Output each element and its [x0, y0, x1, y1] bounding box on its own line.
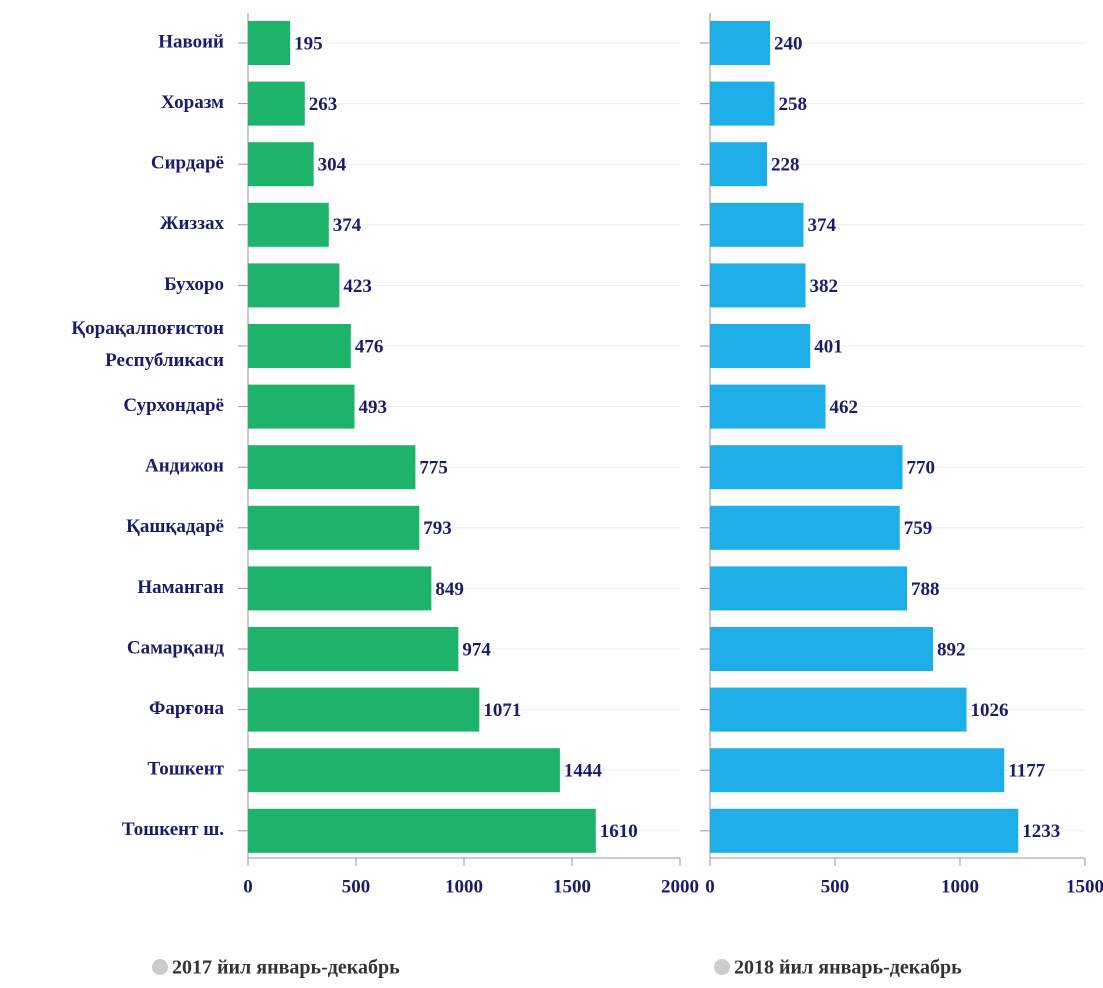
legend-marker — [714, 959, 730, 975]
category-label: Навоий — [158, 31, 224, 52]
category-label: Тошкент — [147, 759, 224, 780]
bar — [710, 566, 907, 611]
bar — [710, 505, 900, 550]
value-label: 1233 — [1022, 821, 1060, 842]
value-label: 974 — [462, 639, 491, 660]
bar — [710, 384, 826, 429]
value-label: 382 — [810, 276, 839, 297]
x-tick-label: 1500 — [1066, 876, 1103, 897]
category-label: Сирдарё — [151, 153, 224, 174]
bar — [248, 202, 329, 247]
category-label: Андижон — [145, 456, 224, 477]
bar — [710, 324, 811, 368]
value-label: 462 — [830, 397, 859, 418]
bar — [248, 627, 459, 671]
value-label: 304 — [318, 155, 347, 176]
value-label: 775 — [419, 458, 448, 479]
bar — [248, 384, 355, 429]
bar — [248, 808, 596, 853]
category-label: Қашқадарё — [126, 516, 224, 537]
x-tick-label: 0 — [705, 876, 715, 897]
bar — [248, 687, 480, 732]
bar — [710, 748, 1005, 793]
bar — [710, 627, 933, 671]
category-label: Жиззах — [160, 213, 225, 234]
value-label: 240 — [774, 33, 803, 54]
x-tick-label: 0 — [243, 876, 253, 897]
x-tick-label: 500 — [821, 876, 850, 897]
category-label: Тошкент ш. — [122, 819, 224, 840]
value-label: 1071 — [483, 700, 521, 721]
bar — [248, 566, 432, 611]
x-tick-label: 2000 — [661, 876, 699, 897]
legend-label: 2017 йил январь-декабрь — [172, 957, 400, 979]
value-label: 1026 — [971, 700, 1009, 721]
category-line: Республикаси — [105, 350, 224, 371]
value-label: 770 — [907, 458, 936, 479]
category-label: Самарқанд — [127, 637, 224, 658]
category-label: Қорақалпоғистон Республикаси — [71, 318, 224, 371]
value-label: 423 — [343, 276, 372, 297]
category-label: Наманган — [137, 577, 224, 598]
value-label: 759 — [904, 518, 933, 539]
x-tick-label: 500 — [342, 876, 371, 897]
bar — [248, 21, 291, 65]
value-label: 195 — [294, 33, 323, 54]
bar — [710, 687, 967, 732]
value-label: 849 — [435, 579, 464, 600]
value-label: 1444 — [564, 761, 603, 782]
category-label: Сурхондарё — [123, 395, 224, 416]
category-label: Бухоро — [164, 274, 224, 295]
bar — [248, 142, 314, 187]
value-label: 374 — [333, 215, 362, 236]
bar — [248, 748, 560, 793]
value-label: 1177 — [1008, 761, 1045, 782]
x-tick-label: 1500 — [553, 876, 591, 897]
legend-marker — [152, 959, 168, 975]
bar — [710, 21, 770, 65]
value-label: 892 — [937, 639, 966, 660]
value-label: 258 — [779, 94, 808, 115]
value-label: 263 — [309, 94, 338, 115]
bar — [710, 81, 775, 126]
bar — [710, 263, 806, 308]
value-label: 1610 — [600, 821, 638, 842]
bar — [710, 808, 1019, 853]
bar — [710, 202, 804, 247]
value-label: 793 — [423, 518, 452, 539]
category-label: Фарғона — [149, 698, 224, 719]
legend-label: 2018 йил январь-декабрь — [734, 957, 962, 979]
bar — [248, 81, 305, 126]
value-label: 493 — [358, 397, 387, 418]
bar — [710, 142, 767, 187]
category-line: Қорақалпоғистон — [71, 318, 224, 339]
value-label: 788 — [911, 579, 940, 600]
value-label: 476 — [355, 336, 384, 357]
value-label: 401 — [814, 336, 843, 357]
bar — [248, 263, 340, 308]
bar — [710, 445, 903, 490]
x-tick-label: 1000 — [941, 876, 979, 897]
value-label: 374 — [808, 215, 837, 236]
bar — [248, 505, 420, 550]
category-label: Хоразм — [161, 92, 224, 113]
value-label: 228 — [771, 155, 800, 176]
bar — [248, 445, 416, 490]
bar — [248, 324, 351, 368]
x-tick-label: 1000 — [445, 876, 483, 897]
